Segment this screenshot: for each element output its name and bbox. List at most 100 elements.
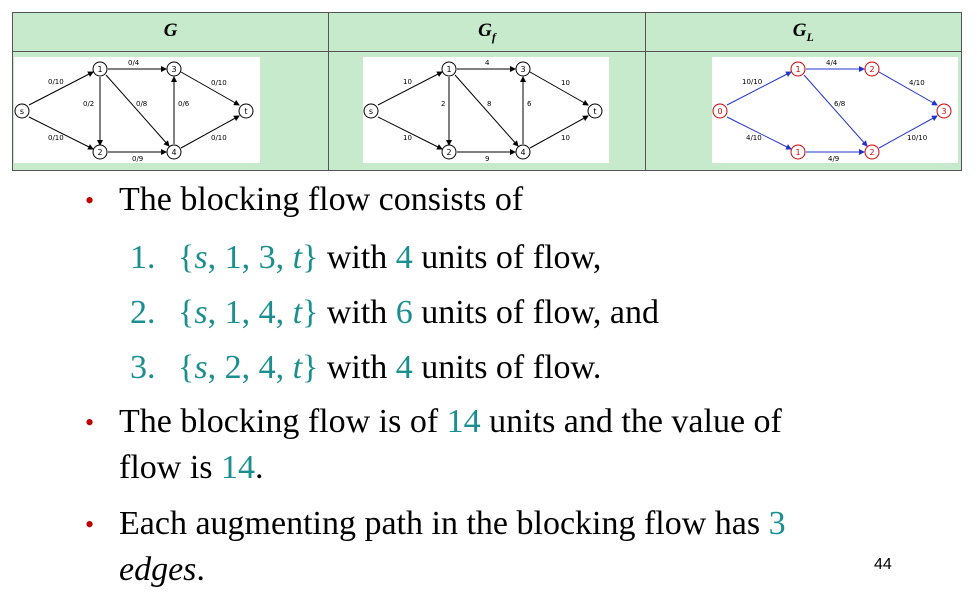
bullet-3-pre: Each augmenting path in the blocking flo… xyxy=(119,505,769,542)
edge-3-t xyxy=(180,71,240,106)
label-1-2: 2 xyxy=(441,100,445,108)
edge-s-2 xyxy=(28,116,94,150)
item-2-amount: 6 xyxy=(395,294,413,331)
bullet-marker-3: • xyxy=(85,510,95,539)
node-label-1: 1 xyxy=(446,65,451,74)
graph-gl-svg: 10/10 4/10 4/4 6/8 4/9 4/10 10/10 0 1 1 … xyxy=(712,59,952,163)
bullet-2-line-1: The blocking flow is of 14 units and the… xyxy=(119,402,782,442)
label-2-4: 0/9 xyxy=(132,155,143,163)
node-label-2: 2 xyxy=(446,148,451,157)
graph-g-panel: 0/10 0/10 0/4 0/2 0/8 0/9 0/6 0/10 0/10 … xyxy=(14,57,260,163)
label-1-4: 8 xyxy=(487,100,491,108)
item-1-index: 1. xyxy=(130,239,156,276)
graph-g-svg: 0/10 0/10 0/4 0/2 0/8 0/9 0/6 0/10 0/10 … xyxy=(14,59,254,163)
bullet-2-line-2: flow is 14. xyxy=(119,448,264,488)
graph-gf-panel: 10 10 4 2 8 9 6 10 10 s 1 2 3 4 t xyxy=(363,57,609,163)
edge-4-t xyxy=(180,115,240,149)
node-2 xyxy=(92,144,108,160)
item-3-amount: 4 xyxy=(395,349,413,386)
node-label-4: 4 xyxy=(520,148,525,157)
node-label-s: s xyxy=(369,107,373,116)
edge-2-3 xyxy=(878,71,938,106)
bullet-marker-1: • xyxy=(85,186,95,215)
node-label-2-bottom: 2 xyxy=(869,148,874,157)
page-number: 44 xyxy=(874,556,892,573)
node-3 xyxy=(936,103,952,119)
node-2-top xyxy=(864,61,880,77)
label-0-1b: 4/10 xyxy=(746,134,762,142)
label-s-2: 0/10 xyxy=(48,134,64,142)
item-2-index: 2. xyxy=(130,294,156,331)
node-3 xyxy=(515,61,531,77)
label-4-3: 0/6 xyxy=(178,100,190,108)
node-label-t: t xyxy=(593,107,596,116)
node-label-1: 1 xyxy=(97,65,102,74)
node-1-bottom xyxy=(790,144,806,160)
graph-gf-svg: 10 10 4 2 8 9 6 10 10 s 1 2 3 4 t xyxy=(363,59,603,163)
bullet-3-line-1: Each augmenting path in the blocking flo… xyxy=(119,504,786,544)
edge-s-1 xyxy=(28,71,94,106)
label-4-t: 10 xyxy=(561,134,570,142)
node-3 xyxy=(166,61,182,77)
item-3-post: units of flow. xyxy=(412,349,602,386)
bullet-3-period: . xyxy=(196,551,205,588)
header-g: G xyxy=(11,12,330,52)
node-label-1-top: 1 xyxy=(795,65,800,74)
node-s xyxy=(14,103,30,119)
edge-1-2b xyxy=(803,74,868,147)
item-3-index: 3. xyxy=(130,349,156,386)
edge-2b-3 xyxy=(878,115,938,149)
node-t xyxy=(587,103,603,119)
item-1-pre: with xyxy=(318,239,396,276)
item-1-amount: 4 xyxy=(395,239,413,276)
node-2 xyxy=(441,144,457,160)
node-label-3: 3 xyxy=(520,65,525,74)
node-4 xyxy=(166,144,182,160)
node-label-s: s xyxy=(20,107,24,116)
bullet-1-text: The blocking flow consists of xyxy=(119,181,524,218)
node-label-2-top: 2 xyxy=(869,65,874,74)
edge-s-2 xyxy=(377,116,443,150)
label-s-1: 10 xyxy=(403,78,412,86)
node-0 xyxy=(712,103,728,119)
label-1-2: 0/2 xyxy=(83,100,94,108)
edge-0-1 xyxy=(726,71,792,106)
label-3-t: 0/10 xyxy=(211,79,227,87)
table-header-row: G Gf GL xyxy=(11,12,963,52)
item-2-path: {s, 1, 4, t} xyxy=(178,294,319,331)
bullet-2-pre: The blocking flow is of xyxy=(119,403,447,440)
list-item-1: 1. {s, 1, 3, t} with 4 units of flow, xyxy=(130,238,601,278)
label-4-3: 6 xyxy=(527,100,532,108)
edge-1-4 xyxy=(105,74,170,147)
node-label-0: 0 xyxy=(717,107,722,116)
item-2-pre: with xyxy=(318,294,396,331)
node-1 xyxy=(92,61,108,77)
bullet-marker-2: • xyxy=(85,408,95,437)
node-1 xyxy=(441,61,457,77)
node-label-2: 2 xyxy=(97,148,102,157)
node-label-4: 4 xyxy=(171,148,176,157)
list-item-2: 2. {s, 1, 4, t} with 6 units of flow, an… xyxy=(130,293,659,333)
node-t xyxy=(238,103,254,119)
label-1-3: 0/4 xyxy=(128,59,140,67)
label-3-t: 10 xyxy=(561,79,570,87)
node-label-1-bottom: 1 xyxy=(795,148,800,157)
node-label-t: t xyxy=(244,107,247,116)
bullet-3-edge-count: 3 xyxy=(768,505,786,542)
label-2b-3: 10/10 xyxy=(907,134,927,142)
header-gf: Gf xyxy=(328,12,646,52)
label-1b-2b: 4/9 xyxy=(828,155,839,163)
label-1-2: 4/4 xyxy=(826,59,838,67)
edge-1-4 xyxy=(454,74,519,147)
edge-0-1b xyxy=(726,116,792,150)
label-1-3: 4 xyxy=(485,59,490,67)
node-4 xyxy=(515,144,531,160)
label-4-t: 0/10 xyxy=(211,134,227,142)
node-label-3: 3 xyxy=(171,65,176,74)
label-1-4: 0/8 xyxy=(136,100,147,108)
node-2-bottom xyxy=(864,144,880,160)
label-s-1: 0/10 xyxy=(48,78,64,86)
bullet-2-mid: units and the value of xyxy=(480,403,782,440)
label-2-4: 9 xyxy=(485,155,489,163)
item-3-pre: with xyxy=(318,349,396,386)
